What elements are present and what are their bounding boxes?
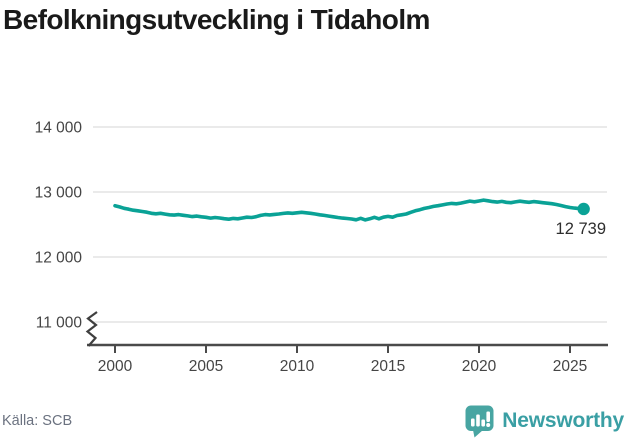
y-tick-label: 11 000: [36, 315, 83, 332]
y-tick-label: 12 000: [35, 250, 83, 267]
end-value-label: 12 739: [556, 220, 606, 238]
newsworthy-wordmark: Newsworthy: [502, 409, 624, 432]
axis-break-icon: [85, 311, 98, 347]
source-note: Källa: SCB: [2, 413, 73, 429]
x-tick-label: 2025: [553, 358, 587, 375]
y-tick-label: 13 000: [35, 185, 83, 202]
chart-title: Befolkningsutveckling i Tidaholm: [3, 4, 430, 35]
newsworthy-logo: Newsworthy: [464, 404, 624, 438]
population-line: [113, 198, 586, 222]
end-point-dot: [577, 202, 590, 216]
newsworthy-bubble-chart-icon: [465, 405, 494, 438]
x-tick-label: 2020: [462, 358, 497, 375]
x-tick-label: 2005: [189, 358, 223, 375]
x-tick-label: 2000: [98, 358, 133, 375]
y-tick-label: 14 000: [35, 120, 83, 137]
x-tick-label: 2010: [280, 358, 315, 375]
x-tick-label: 2015: [371, 358, 405, 375]
